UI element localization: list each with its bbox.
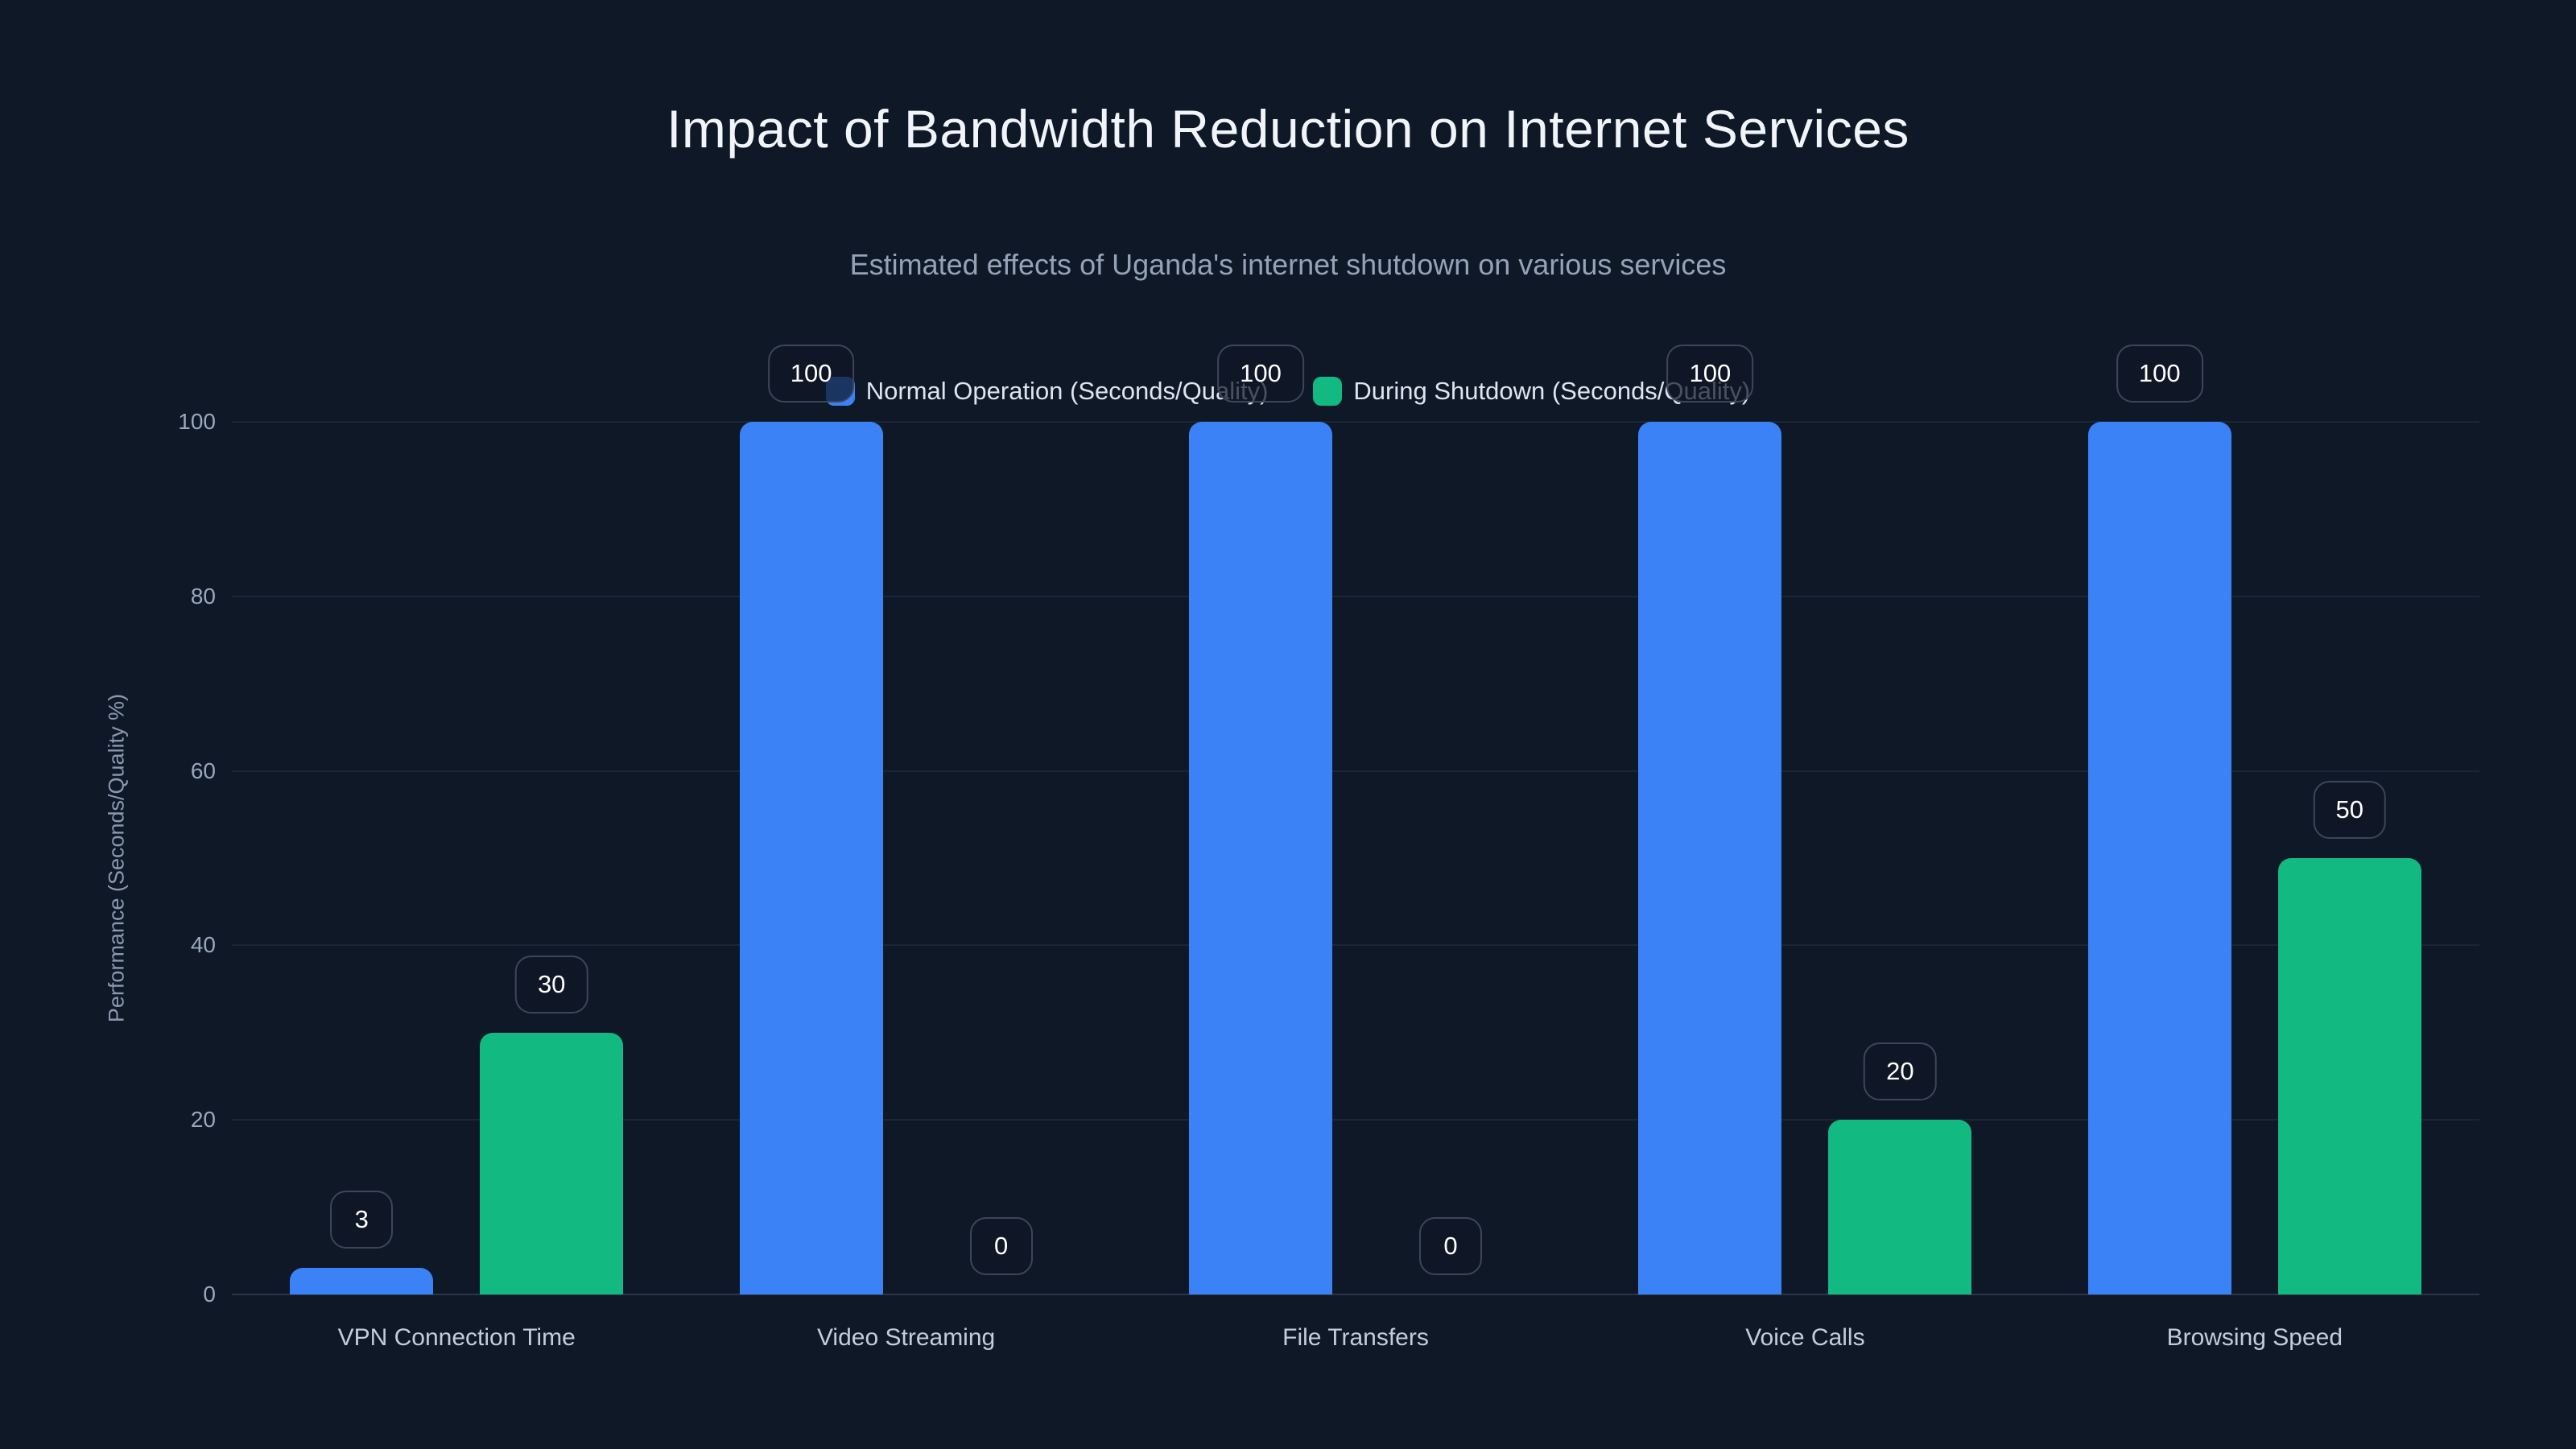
category-label-4: Voice Calls xyxy=(1745,1324,1865,1351)
bar-normal-1 xyxy=(290,1268,434,1294)
gridline-y-40 xyxy=(232,944,2479,947)
gridline-y-20 xyxy=(232,1119,2479,1121)
x-axis-baseline xyxy=(232,1294,2479,1295)
gridline-y-80 xyxy=(232,595,2479,597)
bar-normal-5 xyxy=(2087,422,2231,1294)
category-label-2: Video Streaming xyxy=(816,1324,996,1351)
bar-normal-2 xyxy=(739,422,883,1294)
legend-item-normal-operation[interactable]: Normal Operation (Seconds/Quality) xyxy=(825,377,1269,406)
bar-normal-3 xyxy=(1189,422,1332,1294)
value-badge-normal-2: 100 xyxy=(767,345,855,402)
value-badge-shutdown-4: 20 xyxy=(1864,1042,1937,1101)
y-tick-100: 100 xyxy=(178,409,216,434)
category-label-1: VPN Connection Time xyxy=(337,1324,576,1351)
value-badge-shutdown-5: 50 xyxy=(2313,781,2387,839)
y-tick-80: 80 xyxy=(190,583,216,609)
legend-label: Normal Operation (Seconds/Quality) xyxy=(865,377,1269,405)
y-tick-60: 60 xyxy=(190,758,216,783)
value-badge-normal-4: 100 xyxy=(1666,345,1754,402)
value-badge-normal-1: 3 xyxy=(330,1191,394,1249)
bar-shutdown-1 xyxy=(480,1032,624,1294)
value-badge-shutdown-3: 0 xyxy=(1419,1217,1482,1275)
value-badge-shutdown-1: 30 xyxy=(514,955,588,1013)
category-label-3: File Transfers xyxy=(1282,1324,1429,1351)
bar-shutdown-5 xyxy=(2277,858,2421,1294)
chart-title: Impact of Bandwidth Reduction on Interne… xyxy=(667,99,1909,159)
value-badge-normal-5: 100 xyxy=(2116,345,2203,402)
chart-subtitle: Estimated effects of Uganda's internet s… xyxy=(849,248,1727,281)
gridline-y-60 xyxy=(232,770,2479,772)
y-tick-0: 0 xyxy=(203,1282,216,1307)
y-tick-20: 20 xyxy=(190,1107,216,1133)
y-axis-title: Performance (Seconds/Quality %) xyxy=(104,693,129,1023)
gridline-y-100 xyxy=(232,421,2479,423)
during-shutdown-swatch-icon xyxy=(1313,377,1343,406)
value-badge-normal-3: 100 xyxy=(1217,345,1304,402)
value-badge-shutdown-2: 0 xyxy=(969,1217,1033,1275)
bar-shutdown-4 xyxy=(1828,1120,1972,1294)
y-tick-40: 40 xyxy=(190,932,216,958)
category-label-5: Browsing Speed xyxy=(2166,1324,2343,1351)
bar-normal-4 xyxy=(1638,422,1782,1294)
